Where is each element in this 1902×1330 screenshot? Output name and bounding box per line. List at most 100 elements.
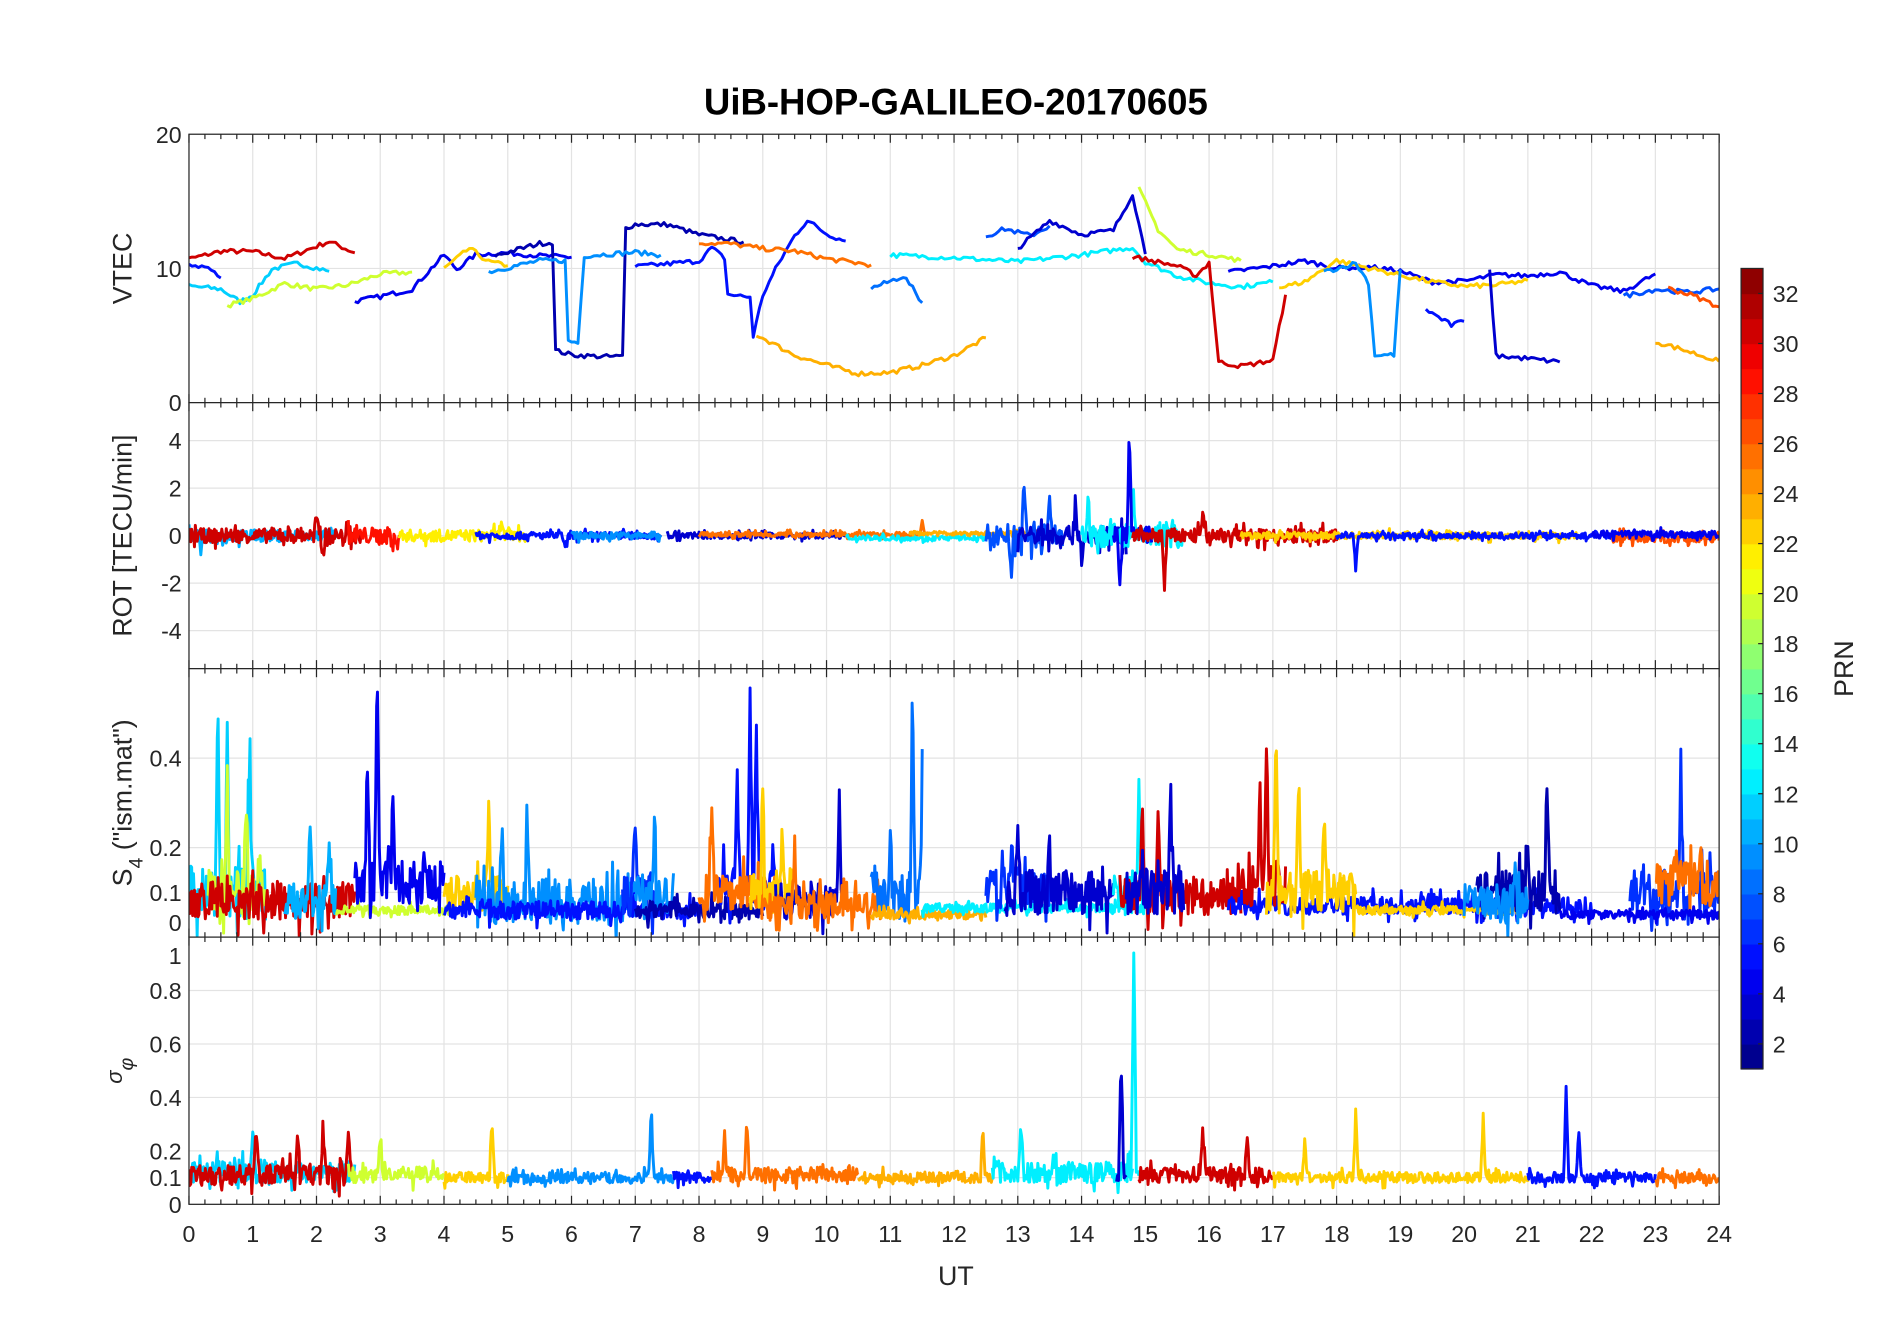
colorbar-swatch bbox=[1741, 318, 1764, 345]
y-label-rest: ("ism.mat") bbox=[108, 719, 138, 857]
panel-rot: -4 -2 0 2 4 ROT [TECU/min] bbox=[108, 402, 1720, 670]
y-axis-label: S4 ("ism.mat") bbox=[108, 719, 148, 886]
colorbar-swatch bbox=[1741, 868, 1764, 895]
colorbar-swatch bbox=[1741, 268, 1764, 295]
x-tick-label: 0 bbox=[183, 1221, 196, 1247]
series-line-prn-2 bbox=[633, 891, 765, 929]
x-tick-label: 13 bbox=[1005, 1221, 1031, 1247]
colorbar-box bbox=[1740, 267, 1764, 1070]
series-line-prn-4 bbox=[1111, 440, 1154, 587]
y-tick-label: 10 bbox=[156, 256, 182, 282]
series-line-prn-22 bbox=[1264, 749, 1358, 938]
colorbar-swatch bbox=[1741, 343, 1764, 370]
colorbar-swatch bbox=[1741, 543, 1764, 570]
colorbar-swatch bbox=[1741, 518, 1764, 545]
series-line-prn-9 bbox=[474, 803, 637, 938]
colorbar-swatch bbox=[1741, 693, 1764, 720]
y-tick-label: 1 bbox=[169, 943, 182, 969]
series-line-prn-4 bbox=[353, 690, 446, 920]
series-line-prn-22 bbox=[442, 1127, 510, 1190]
colorbar-swatch bbox=[1741, 793, 1764, 820]
series-line-prn-22 bbox=[748, 787, 797, 916]
x-axis-label: UT bbox=[938, 1261, 974, 1291]
colorbar-tick-label: 8 bbox=[1773, 881, 1786, 907]
series-line-prn-10 bbox=[283, 825, 338, 933]
y-axis-label: ROT [TECU/min] bbox=[108, 435, 138, 637]
x-tick-label: 3 bbox=[374, 1221, 387, 1247]
x-tick-label: 11 bbox=[878, 1221, 902, 1247]
colorbar-swatch bbox=[1741, 968, 1764, 995]
panel-sigma: 00.10.2 0.4 0.6 0.8 1 σφ bbox=[102, 936, 1720, 1218]
series-line-prn-25 bbox=[698, 240, 872, 269]
series-line-prn-9 bbox=[570, 530, 663, 544]
y-tick-label: 20 bbox=[156, 122, 182, 148]
series-line-prn-30 bbox=[1137, 1126, 1275, 1192]
y-tick-label: 0.6 bbox=[149, 1032, 181, 1058]
colorbar-swatch bbox=[1741, 943, 1764, 970]
series-line-prn-19 bbox=[334, 900, 459, 920]
series-line-prn-25 bbox=[761, 834, 886, 932]
colorbar-tick-label: 4 bbox=[1773, 981, 1786, 1007]
series-line-prn-9 bbox=[1462, 861, 1530, 938]
series-line-prn-4 bbox=[1591, 526, 1720, 543]
x-tick-label: 19 bbox=[1387, 1221, 1413, 1247]
series-line-prn-9 bbox=[488, 248, 662, 345]
series-line-prn-3 bbox=[1124, 782, 1186, 916]
series-line-prn-8 bbox=[870, 276, 924, 304]
series-line-prn-9 bbox=[506, 1113, 675, 1188]
panel-vtec: 0 10 20 VTEC bbox=[108, 122, 1720, 416]
series-line-prn-30 bbox=[188, 1119, 357, 1198]
series-line-prn-5 bbox=[1424, 308, 1465, 328]
series-line-prn-5 bbox=[634, 219, 846, 339]
series-line-prn-12 bbox=[990, 1128, 1134, 1195]
colorbar-swatch bbox=[1741, 668, 1764, 695]
series-line-prn-25 bbox=[697, 806, 784, 926]
colorbar-swatch bbox=[1741, 918, 1764, 945]
x-tick-label: 12 bbox=[941, 1221, 967, 1247]
x-tick-label: 9 bbox=[756, 1221, 769, 1247]
series-line-prn-8 bbox=[869, 701, 924, 923]
colorbar-swatch bbox=[1741, 1018, 1764, 1045]
series-line-prn-11 bbox=[188, 260, 330, 306]
series-line-prn-7 bbox=[984, 485, 1064, 579]
series-line-prn-30 bbox=[188, 240, 356, 261]
colorbar-swatch bbox=[1741, 593, 1764, 620]
colorbar-tick-label: 14 bbox=[1773, 731, 1799, 757]
x-tick-label: 8 bbox=[693, 1221, 706, 1247]
series-line-prn-30 bbox=[1131, 510, 1339, 592]
colorbar-swatch bbox=[1741, 393, 1764, 420]
x-tick-label: 15 bbox=[1132, 1221, 1158, 1247]
series-line-prn-5 bbox=[188, 263, 222, 280]
y-axis-label: VTEC bbox=[108, 233, 138, 305]
series-group bbox=[188, 186, 1720, 378]
y-tick-label: 0.2 bbox=[149, 1138, 181, 1164]
colorbar-tick-label: 28 bbox=[1773, 381, 1799, 407]
colorbar-swatch bbox=[1741, 568, 1764, 595]
series-line-prn-9 bbox=[1323, 260, 1402, 358]
y-tick-label: -4 bbox=[161, 618, 182, 644]
series-line-prn-11 bbox=[188, 717, 268, 938]
y-label-subscript: φ bbox=[116, 1057, 138, 1070]
series-line-prn-12 bbox=[845, 532, 988, 544]
y-tick-label: 0.4 bbox=[149, 1085, 181, 1111]
colorbar-tick-label: 32 bbox=[1773, 281, 1799, 307]
colorbar-swatch bbox=[1741, 293, 1764, 320]
x-tick-label: 23 bbox=[1642, 1221, 1668, 1247]
y-tick-label: 0.1 bbox=[149, 880, 181, 906]
colorbar-tick-label: 10 bbox=[1773, 831, 1799, 857]
series-line-prn-2 bbox=[494, 221, 745, 360]
y-tick-label: 4 bbox=[169, 428, 182, 454]
series-line-prn-5 bbox=[672, 1169, 714, 1190]
colorbar-swatch bbox=[1741, 1043, 1764, 1070]
series-line-prn-25 bbox=[697, 518, 930, 541]
colorbar-tick-label: 16 bbox=[1773, 681, 1799, 707]
series-line-prn-23 bbox=[755, 334, 987, 378]
series-line-prn-30 bbox=[188, 516, 363, 557]
series-line-prn-3 bbox=[1115, 1074, 1128, 1182]
series-line-prn-5 bbox=[1526, 1084, 1657, 1190]
x-tick-label: 7 bbox=[629, 1221, 642, 1247]
series-line-prn-4 bbox=[1558, 905, 1720, 926]
series-line-prn-3 bbox=[1488, 269, 1561, 364]
panel-s4: 00.10.20.4S4 ("ism.mat") bbox=[108, 668, 1720, 938]
